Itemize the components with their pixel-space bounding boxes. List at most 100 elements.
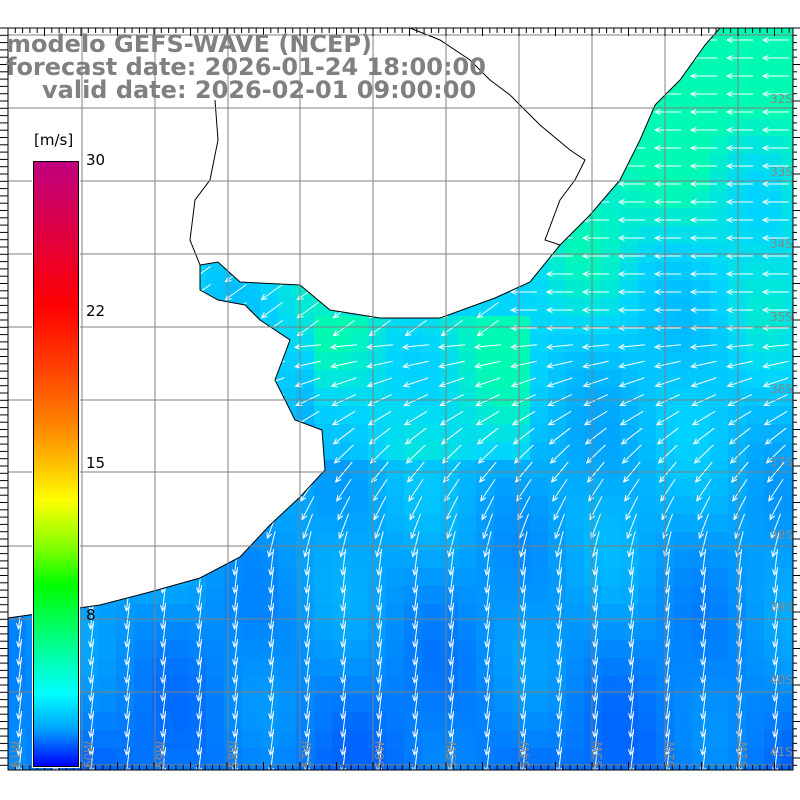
wind-arrow: [121, 496, 135, 521]
speed-cell: [476, 514, 495, 533]
speed-cell: [170, 406, 189, 425]
speed-cell: [224, 532, 243, 551]
speed-cell: [386, 514, 405, 533]
speed-cell: [566, 622, 585, 641]
wind-arrow: [509, 108, 537, 116]
wind-arrow: [653, 270, 681, 278]
speed-cell: [98, 208, 117, 227]
graticule: [8, 28, 793, 770]
speed-cell: [476, 208, 495, 227]
speed-cell: [224, 748, 243, 767]
speed-cell: [782, 496, 793, 515]
wind-arrow: [440, 283, 463, 301]
speed-cell: [566, 550, 585, 569]
speed-cell: [134, 676, 153, 695]
wind-arrow: [8, 103, 31, 121]
speed-cell: [440, 568, 459, 587]
speed-cell: [314, 730, 333, 749]
title-forecast-date: forecast date: 2026-01-24 18:00:00: [6, 53, 486, 81]
wind-arrow: [689, 343, 717, 350]
speed-cell: [188, 190, 207, 209]
speed-cell: [296, 424, 315, 443]
speed-cell: [260, 226, 279, 245]
speed-cell: [620, 46, 639, 65]
wind-arrow: [80, 265, 103, 283]
speed-cell: [548, 46, 567, 65]
speed-cell: [332, 334, 351, 353]
speed-cell: [782, 424, 793, 443]
speed-cell: [674, 370, 693, 389]
speed-cell: [350, 622, 369, 641]
speed-cell: [440, 442, 459, 461]
speed-cell: [170, 388, 189, 407]
speed-cell: [170, 370, 189, 389]
latitude-label: 37S: [770, 455, 793, 469]
speed-cell: [314, 298, 333, 317]
speed-cell: [242, 604, 261, 623]
speed-cell: [422, 154, 441, 173]
speed-cell: [332, 604, 351, 623]
speed-cell: [80, 640, 99, 659]
wind-arrow: [12, 478, 28, 502]
speed-cell: [602, 334, 621, 353]
wind-arrow: [224, 157, 247, 175]
speed-cell: [584, 316, 603, 335]
speed-cell: [332, 478, 351, 497]
wind-arrow: [9, 444, 30, 464]
speed-cell: [584, 226, 603, 245]
speed-cell: [260, 280, 279, 299]
speed-cell: [602, 190, 621, 209]
wind-arrow: [86, 513, 98, 540]
wind-arrow: [653, 54, 681, 62]
speed-cell: [332, 226, 351, 245]
speed-cell: [224, 658, 243, 677]
wind-arrow: [8, 121, 31, 139]
wind-arrow: [699, 531, 708, 558]
wind-arrow: [297, 444, 318, 464]
wind-arrow: [260, 211, 283, 229]
speed-cell: [602, 64, 621, 83]
border-line: [409, 27, 511, 96]
speed-cell: [134, 496, 153, 515]
speed-cell: [224, 640, 243, 659]
speed-cell: [602, 532, 621, 551]
speed-cell: [224, 442, 243, 461]
speed-cell: [332, 190, 351, 209]
speed-cell: [206, 658, 225, 677]
speed-cell: [566, 694, 585, 713]
speed-cell: [728, 532, 747, 551]
speed-cell: [494, 712, 513, 731]
wind-arrow: [80, 175, 103, 193]
wind-arrow: [339, 531, 348, 558]
speed-cell: [116, 712, 135, 731]
speed-cell: [386, 406, 405, 425]
wind-arrow: [116, 283, 139, 301]
speed-cell: [296, 136, 315, 155]
wind-arrow: [476, 121, 499, 139]
speed-cell: [764, 334, 783, 353]
speed-cell: [80, 424, 99, 443]
speed-cell: [386, 388, 405, 407]
speed-cell: [620, 712, 639, 731]
speed-cell: [746, 190, 765, 209]
speed-cell: [188, 460, 207, 479]
wind-arrow: [440, 319, 463, 337]
speed-cell: [350, 154, 369, 173]
speed-cell: [710, 64, 729, 83]
speed-cell: [242, 712, 261, 731]
longitude-label: 51W: [736, 740, 750, 768]
speed-cell: [170, 136, 189, 155]
speed-cell: [584, 262, 603, 281]
wind-arrow: [689, 270, 717, 278]
speed-cell: [440, 622, 459, 641]
speed-cell: [404, 424, 423, 443]
speed-cell: [746, 136, 765, 155]
speed-cell: [80, 280, 99, 299]
speed-cell: [422, 442, 441, 461]
speed-cell: [692, 478, 711, 497]
speed-cell: [116, 586, 135, 605]
speed-cell: [134, 370, 153, 389]
wind-arrow: [296, 211, 319, 229]
speed-cell: [80, 208, 99, 227]
wind-arrow: [581, 54, 609, 62]
